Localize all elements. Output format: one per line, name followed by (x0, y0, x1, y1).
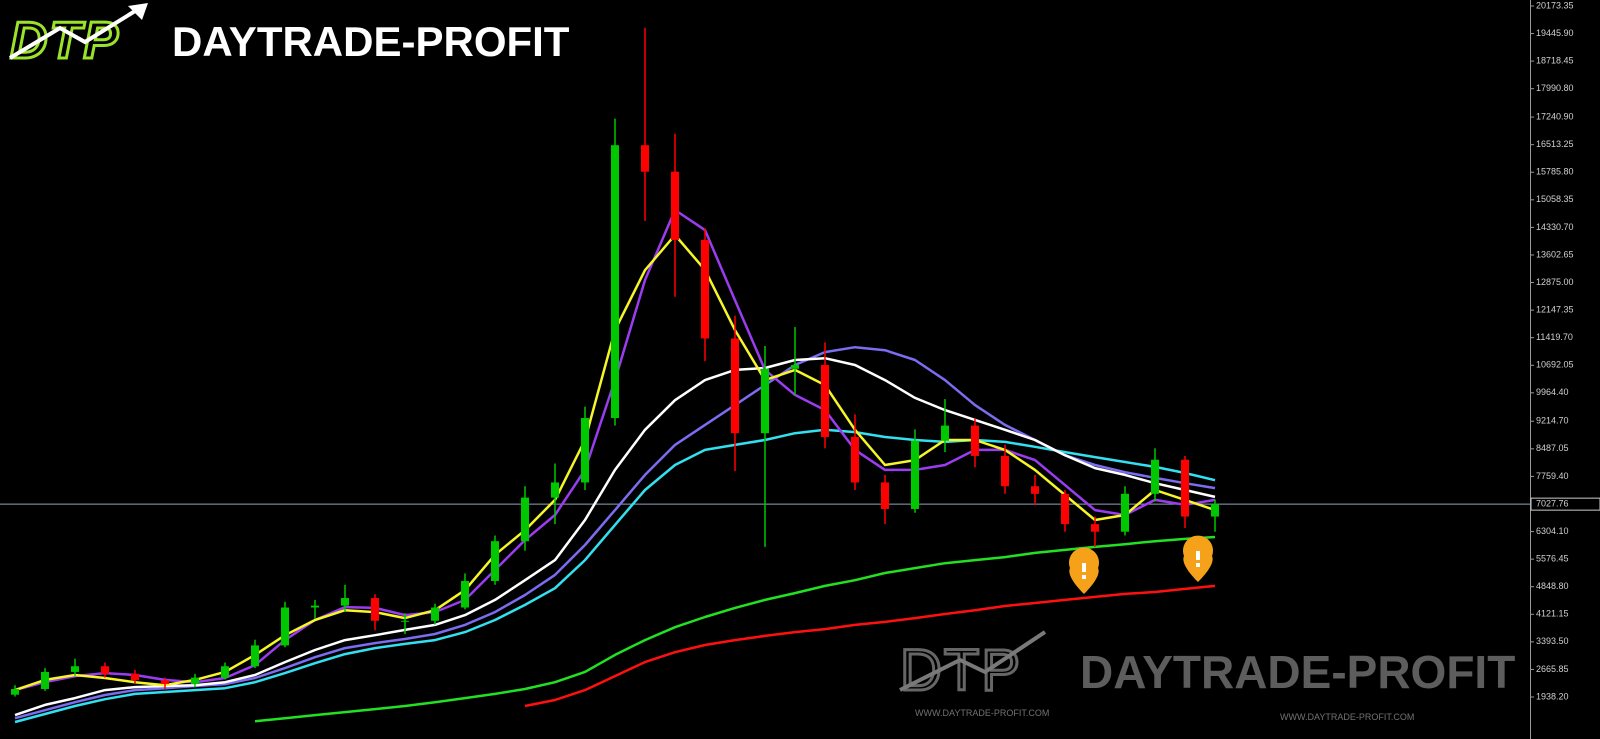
y-tick-label: 17240.90 (1536, 111, 1574, 121)
candle-body (701, 239, 709, 339)
y-tick-label: 12147.35 (1536, 305, 1574, 315)
moving-average-line (524, 584, 1216, 708)
candle-body (731, 338, 739, 434)
moving-average-line (14, 356, 1216, 717)
candle-body (11, 688, 19, 695)
y-tick-label: 5576.45 (1536, 554, 1569, 564)
last-price-box (1530, 497, 1600, 511)
candle-body (401, 620, 409, 622)
candle-body (551, 482, 559, 498)
logo-background (0, 0, 505, 68)
candle-body (281, 607, 289, 646)
y-tick-label: 10692.05 (1536, 360, 1574, 370)
candle-body (1121, 493, 1129, 532)
candle-body (1061, 493, 1069, 525)
candle-body (911, 440, 919, 509)
y-tick-label: 15785.80 (1536, 167, 1574, 177)
y-tick-label: 11419.70 (1536, 332, 1573, 342)
y-tick-label: 2665.85 (1536, 664, 1569, 674)
y-tick-label: 16513.25 (1536, 139, 1574, 149)
moving-average-line (254, 535, 1216, 723)
y-tick-label: 19445.90 (1536, 28, 1574, 38)
candle-body (1181, 459, 1189, 517)
alert-pin (1069, 547, 1099, 594)
candle-body (251, 645, 259, 667)
logo-name: DAYTRADE-PROFIT (172, 18, 570, 65)
candle-body (971, 425, 979, 456)
candle-body (521, 497, 529, 542)
candle-body (371, 598, 379, 621)
candle-body (311, 605, 319, 608)
candle-body (821, 364, 829, 437)
candle-body (641, 145, 649, 172)
y-tick-label: 3393.50 (1536, 636, 1569, 646)
candle-body (161, 680, 169, 685)
watermark-url: WWW.DAYTRADE-PROFIT.COM (1280, 712, 1414, 722)
alert-pin (1183, 535, 1213, 582)
candle-body (41, 671, 49, 689)
watermark-mark: DTP (900, 638, 1022, 703)
candle-body (191, 677, 199, 685)
y-tick-label: 18718.45 (1536, 55, 1574, 65)
y-tick-label: 9964.40 (1536, 387, 1569, 397)
y-tick-label: 15058.35 (1536, 194, 1574, 204)
y-tick-label: 13602.65 (1536, 249, 1574, 259)
y-tick-label: 4121.15 (1536, 609, 1569, 619)
watermark: DTP DAYTRADE-PROFIT WWW.DAYTRADE-PROFIT.… (899, 630, 1515, 722)
candle-body (941, 425, 949, 441)
y-tick-label: 8487.05 (1536, 443, 1569, 453)
candle-body (791, 364, 799, 369)
y-tick-label: 1938.20 (1536, 691, 1569, 701)
candle-body (761, 368, 769, 434)
candle-body (491, 541, 499, 581)
candle-body (341, 598, 349, 606)
moving-average-line (14, 428, 1216, 724)
logo-arrow (8, 6, 142, 60)
moving-average-line (14, 345, 1216, 720)
candle-body (881, 482, 889, 509)
candle-body (71, 666, 79, 672)
watermark-name: DAYTRADE-PROFIT (1080, 646, 1515, 698)
candle-body (581, 418, 589, 483)
candle-body (851, 436, 859, 483)
candle-body (671, 171, 679, 240)
candle-body (131, 673, 139, 681)
candle-body (431, 607, 439, 621)
y-tick-label: 12875.00 (1536, 277, 1574, 287)
y-tick-label: 6304.10 (1536, 526, 1569, 536)
logo: DTP DAYTRADE-PROFIT (0, 0, 570, 72)
logo-mark: DTP (10, 12, 120, 70)
candle-body (1001, 455, 1009, 487)
candle-body (611, 145, 619, 419)
last-price-label: 7027.76 (1536, 499, 1569, 509)
watermark-url: WWW.DAYTRADE-PROFIT.COM (915, 708, 1049, 718)
candle-body (461, 580, 469, 608)
candle-body (1211, 504, 1219, 517)
y-tick-label: 14330.70 (1536, 222, 1574, 232)
candle-body (101, 666, 109, 674)
y-tick-label: 4848.80 (1536, 581, 1569, 591)
candle-body (1151, 459, 1159, 494)
candle-body (221, 666, 229, 678)
logo-arrow-head (128, 3, 148, 20)
y-tick-label: 20173.35 (1536, 0, 1574, 10)
y-tick-label: 17990.80 (1536, 83, 1574, 93)
watermark-arrow (899, 630, 1047, 692)
candle-body (1031, 486, 1039, 494)
candle-body (1091, 524, 1099, 532)
y-tick-label: 7759.40 (1536, 471, 1569, 481)
y-tick-label: 9214.70 (1536, 416, 1569, 426)
